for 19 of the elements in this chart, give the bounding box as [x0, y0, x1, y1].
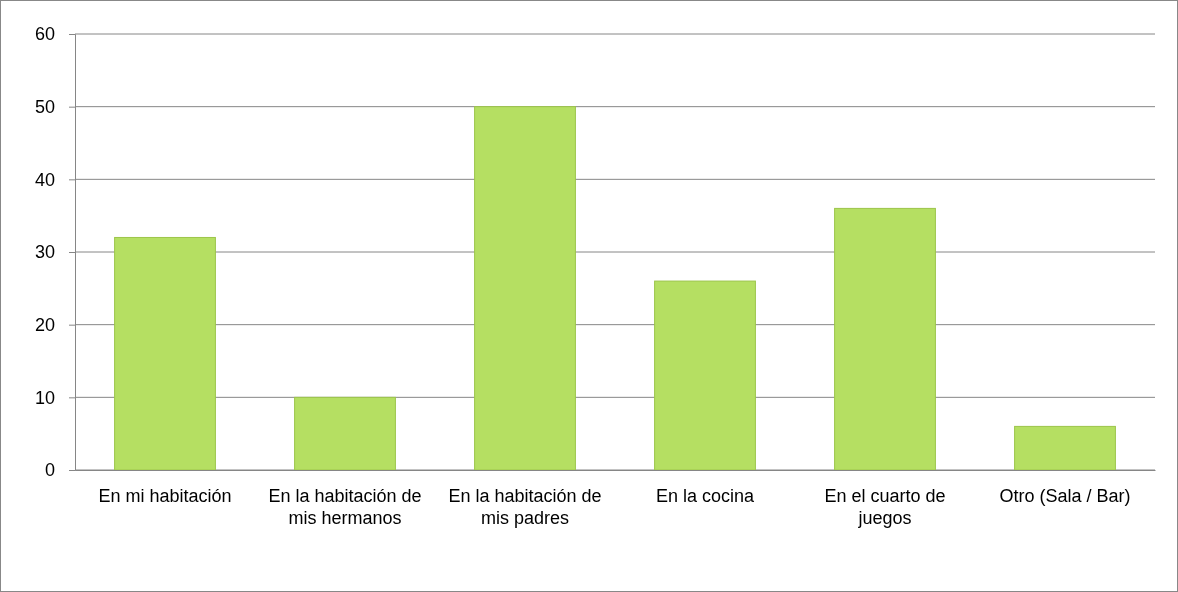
y-tick-label: 0	[44, 460, 55, 481]
y-tick-label: 20	[34, 314, 55, 335]
bar	[1014, 425, 1116, 471]
y-tick-label: 50	[34, 96, 55, 117]
bar	[654, 280, 756, 471]
bar	[114, 236, 216, 471]
bar	[294, 396, 396, 471]
y-tick-label: 60	[34, 24, 55, 45]
bar	[474, 106, 576, 471]
x-tick-label: En la habitación de mis hermanos	[268, 486, 422, 528]
x-tick-label: En el cuarto de juegos	[824, 486, 946, 528]
y-tick-label: 10	[34, 387, 55, 408]
bar	[834, 207, 936, 471]
y-tick-label: 40	[34, 169, 55, 190]
y-tick-label: 30	[34, 242, 55, 263]
x-tick-label: Otro (Sala / Bar)	[999, 486, 1131, 506]
x-tick-label: En mi habitación	[98, 486, 232, 506]
x-tick-label: En la cocina	[655, 486, 756, 506]
x-tick-label: En la habitación de mis padres	[448, 486, 602, 528]
